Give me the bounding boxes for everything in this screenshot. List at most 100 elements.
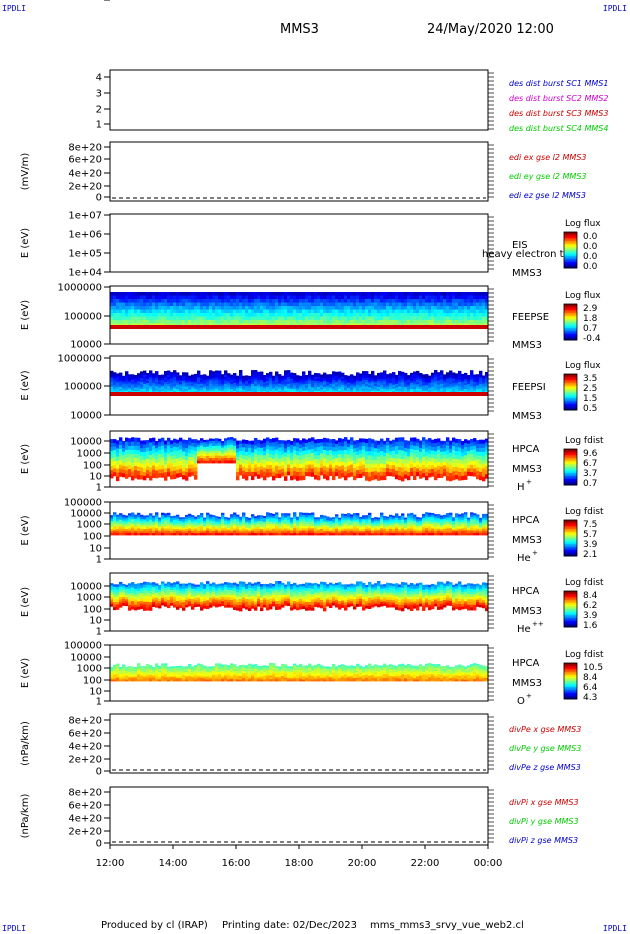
feeps-i-colorbar-tick: 2.5 [583, 384, 597, 394]
ytick-label: 8e+20 [68, 716, 102, 727]
eis-frame [109, 213, 489, 273]
hpca-o-colorbar [563, 662, 578, 700]
ytick-label: 100 [83, 605, 102, 616]
hpca-he1-colorbar [563, 519, 578, 557]
hpca-h-spacecraft: MMS3 [512, 464, 542, 475]
feeps-e-spectrogram [110, 292, 489, 329]
hpca-h-colorbar-tick: 9.6 [583, 449, 598, 459]
hpca-he2-instrument: HPCA [512, 586, 540, 597]
feeps-i-colorbar [563, 373, 578, 411]
ytick-label: 2e+20 [68, 182, 102, 193]
des-dist-burst-legend-entry: des dist burst SC3 MMS3 [509, 109, 608, 118]
ytick-label: 1000 [77, 593, 102, 604]
hpca-he1-colorbar-tick: 7.5 [583, 520, 597, 530]
hpca-he2-colorbar-title: Log fdist [565, 578, 604, 588]
des-dist-burst-legend-entry: des dist burst SC2 MMS2 [509, 94, 608, 103]
hpca-o-colorbar-tick: 8.4 [583, 673, 598, 683]
feeps-i-spectrogram [110, 370, 489, 396]
footer-printing-date: Printing date: 02/Dec/2023 [222, 920, 358, 931]
header-datetime: 24/May/2020 12:00 [427, 22, 554, 37]
hpca-h-colorbar [563, 448, 578, 486]
feeps-i-band [110, 392, 488, 396]
ytick-label: 10000 [70, 437, 102, 448]
ytick-label: 100000 [64, 641, 102, 652]
time-tick-label: 00:00 [474, 858, 503, 869]
feeps-e-instrument: FEEPSE [512, 312, 549, 323]
hpca-he1-colorbar-tick: 2.1 [583, 550, 597, 560]
eis-colorbar-title: Log flux [565, 219, 601, 229]
hpca-he1-colorbar-tick: 5.7 [583, 530, 597, 540]
ytick-label: 100 [83, 676, 102, 687]
divpi-legend-entry: divPi z gse MMS3 [509, 836, 578, 845]
footer-filename: mms_mms3_srvy_vue_web2.cl [370, 920, 524, 931]
hpca-h-ylabel: E (eV) [20, 444, 31, 474]
ytick-label: 1 [96, 483, 102, 494]
ytick-label: 1 [96, 697, 102, 708]
feeps-e-colorbar-tick: -0.4 [583, 334, 601, 344]
feeps-e-colorbar-tick: 2.9 [583, 304, 598, 314]
corner-mark-top-right: IPDLI [602, 4, 627, 13]
hpca-he2-colorbar-tick: 3.9 [583, 611, 598, 621]
hpca-he1-species: He [517, 553, 531, 564]
corner-mark-bottom-left: IPDLI [2, 924, 27, 933]
ytick-label: 4 [96, 73, 102, 84]
header-mission: MMS3 [280, 22, 319, 37]
ytick-label: 10000 [70, 411, 102, 422]
hpca-he2-colorbar-tick: 1.6 [583, 621, 598, 631]
hpca-he1-ylabel: E (eV) [20, 515, 31, 545]
ytick-label: 1 [96, 555, 102, 566]
eis-ylabel: E (eV) [20, 228, 31, 258]
eis-colorbar [563, 231, 578, 269]
hpca-he1-spacecraft: MMS3 [512, 535, 542, 546]
eis-instrument: EIS [512, 240, 528, 251]
ytick-label: 100000 [64, 498, 102, 509]
hpca-he2-colorbar [563, 590, 578, 628]
hpca-o-frame [109, 644, 489, 702]
ytick-label: 4e+20 [68, 169, 102, 180]
hpca-he1-instrument: HPCA [512, 515, 540, 526]
edi-efield-frame [109, 141, 489, 202]
hpca-o-colorbar-title: Log fdist [565, 650, 604, 660]
ytick-label: 1e+07 [68, 211, 102, 222]
divpe-legend-entry: divPe y gse MMS3 [509, 744, 581, 753]
ytick-label: 0 [96, 193, 102, 204]
ytick-label: 2e+20 [68, 827, 102, 838]
hpca-o-colorbar-tick: 10.5 [583, 663, 603, 673]
ytick-label: 10000 [70, 340, 102, 351]
hpca-o-colorbar-tick: 4.3 [583, 693, 597, 703]
divpe-frame [109, 713, 489, 774]
divpi-frame [109, 786, 489, 846]
ytick-label: 1000 [77, 520, 102, 531]
hpca-he1-frame [109, 501, 489, 560]
time-tick-label: 22:00 [411, 858, 440, 869]
time-tick-label: 16:00 [222, 858, 251, 869]
divpe-ylabel: (nPa/km) [20, 721, 31, 766]
hpca-he2-species: He [517, 624, 531, 635]
feeps-i-colorbar-tick: 3.5 [583, 374, 597, 384]
hpca-he2-spectrogram [110, 581, 489, 612]
panel-des-dist-burst: 1 2 3 4 des dist burst SC1 MMS1 des dist burs… [96, 69, 608, 133]
ytick-label: 8e+20 [68, 143, 102, 154]
edi-efield-legend-entry: edi ey gse l2 MMS3 [509, 172, 587, 181]
footer-produced-by: Produced by cl (IRAP) [101, 920, 208, 931]
ytick-label: 8e+20 [68, 788, 102, 799]
divpe-legend-entry: divPe z gse MMS3 [509, 763, 581, 772]
hpca-h-species: H [517, 482, 525, 493]
panel-divpe: 02e+204e+206e+208e+201e+21(nPa/km)divPe … [20, 0, 581, 778]
ytick-label: 1000 [77, 449, 102, 460]
hpca-h-charge: + [526, 478, 532, 486]
hpca-o-species: O [517, 696, 525, 707]
panel-feeps-i: 10000 100000 1000000 E (eV) FEEPSI MMS3 Log fl… [20, 354, 601, 423]
hpca-o-colorbar-tick: 6.4 [583, 683, 598, 693]
ytick-label: 10 [89, 687, 102, 698]
corner-mark-top-left: IPDLI [2, 4, 27, 13]
divpi-legend-entry: divPi y gse MMS3 [509, 817, 579, 826]
ytick-label: 1e+21 [68, 0, 102, 3]
hpca-he2-colorbar-tick: 8.4 [583, 591, 598, 601]
ytick-label: 10 [89, 544, 102, 555]
feeps-i-ylabel: E (eV) [20, 370, 31, 400]
time-tick-label: 20:00 [348, 858, 377, 869]
ytick-label: 3 [96, 89, 102, 100]
